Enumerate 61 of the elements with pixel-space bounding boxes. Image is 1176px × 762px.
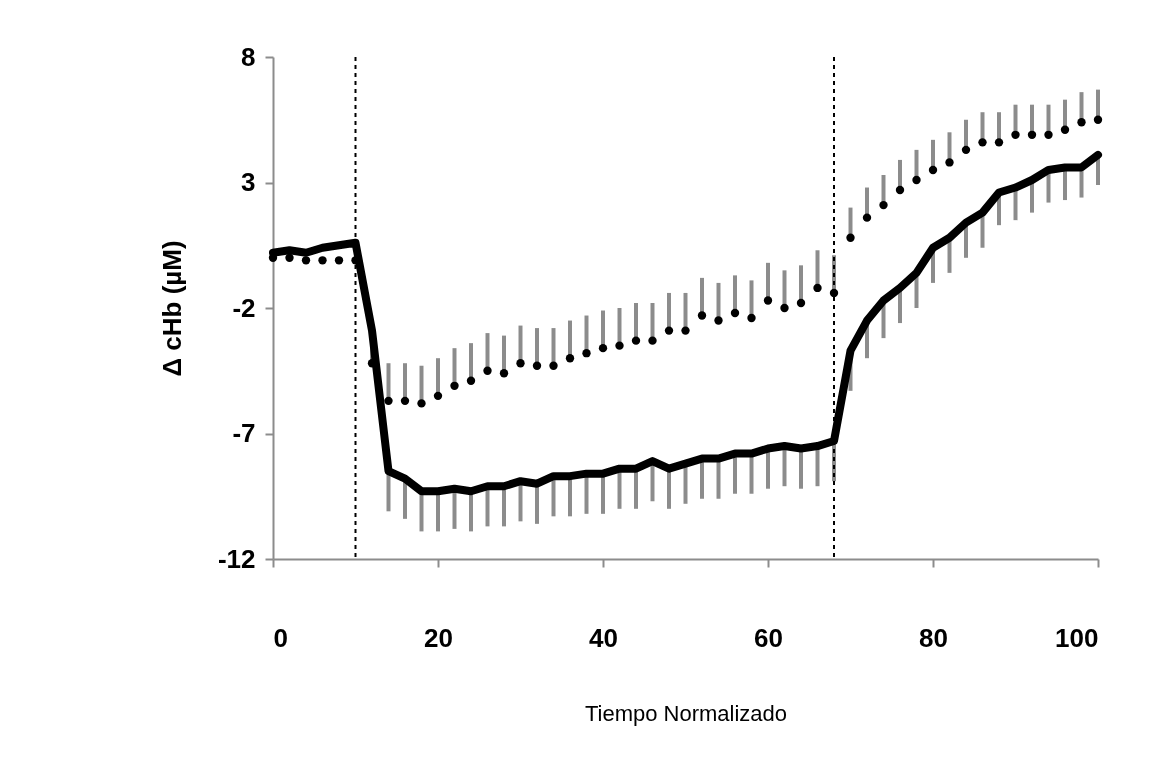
point — [549, 361, 558, 370]
point — [631, 336, 641, 345]
point — [1093, 115, 1103, 124]
point — [450, 381, 459, 390]
point — [961, 145, 971, 155]
point — [1060, 125, 1070, 134]
point — [846, 233, 855, 242]
point — [945, 158, 954, 167]
y-tick-label: 3 — [241, 167, 256, 197]
point — [681, 326, 690, 335]
x-tick-label: 80 — [919, 622, 948, 653]
point — [466, 376, 476, 385]
x-axis-title: Tiempo Normalizado — [584, 700, 788, 726]
point — [285, 253, 294, 262]
point — [928, 165, 938, 175]
point — [780, 303, 789, 313]
point — [879, 200, 888, 210]
point — [499, 369, 509, 378]
x-tick-label: 100 — [1055, 622, 1099, 653]
point — [714, 316, 723, 325]
point — [318, 256, 327, 265]
point — [912, 175, 921, 185]
point — [433, 391, 443, 401]
point — [417, 399, 426, 408]
point — [829, 288, 839, 298]
y-tick-label: 8 — [241, 41, 256, 72]
point — [582, 349, 591, 358]
x-tick-label: 60 — [754, 622, 783, 653]
point — [598, 343, 608, 353]
y-tick-label: -12 — [217, 543, 256, 574]
point — [664, 326, 674, 335]
point — [697, 311, 707, 320]
point — [1077, 118, 1086, 127]
point — [565, 354, 575, 363]
y-axis-title: Δ cHb (µM) — [156, 240, 187, 377]
point — [516, 359, 525, 368]
point — [1044, 130, 1053, 139]
x-tick-label: 20 — [424, 622, 453, 653]
point — [334, 256, 344, 265]
point — [483, 366, 492, 375]
point — [532, 361, 542, 370]
point — [763, 296, 773, 305]
y-tick-label: -7 — [232, 418, 256, 448]
point — [994, 138, 1004, 147]
point — [384, 396, 393, 406]
point — [615, 341, 624, 350]
x-tick-label: 40 — [589, 622, 618, 653]
point — [813, 283, 822, 293]
x-tick-label: 0 — [273, 622, 288, 653]
point — [648, 336, 657, 345]
point — [862, 213, 872, 222]
point — [301, 256, 311, 265]
point — [895, 185, 905, 195]
point — [400, 396, 410, 406]
point — [730, 308, 740, 318]
point — [978, 138, 987, 147]
point — [796, 298, 806, 308]
y-tick-label: -2 — [232, 292, 256, 323]
point — [1011, 130, 1020, 139]
point — [1027, 130, 1037, 139]
point — [747, 313, 756, 323]
